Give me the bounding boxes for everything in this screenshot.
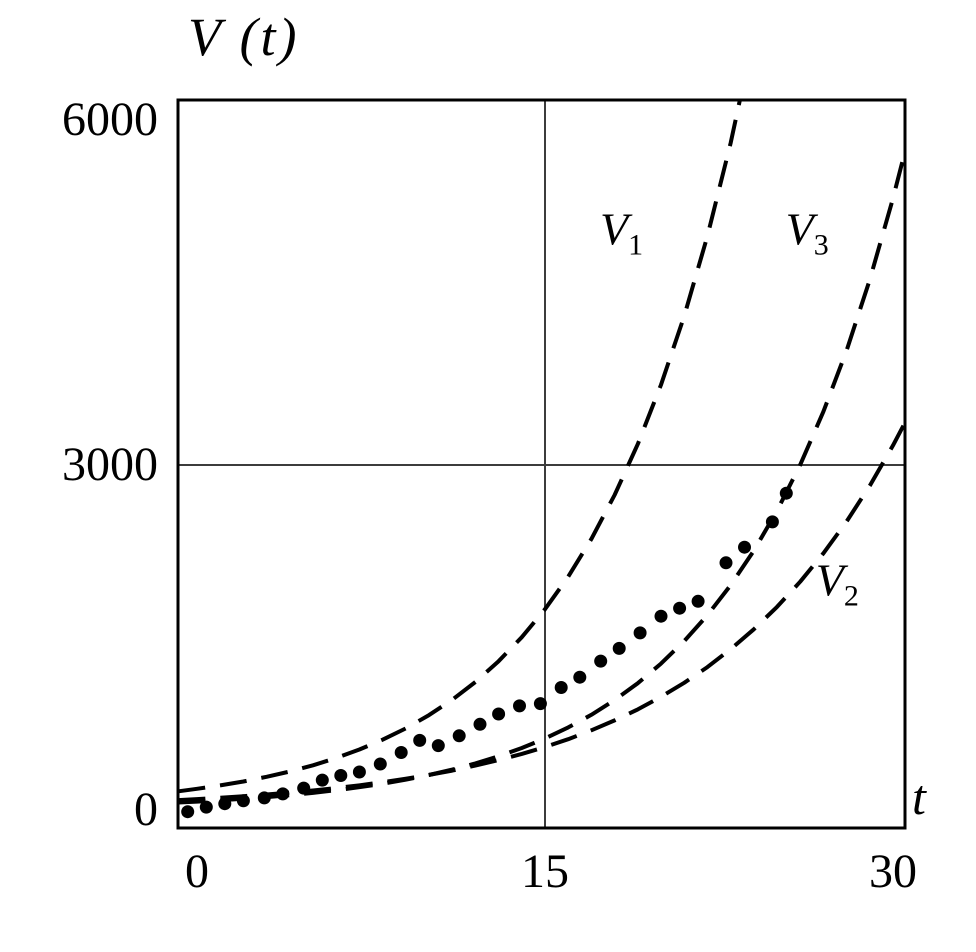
curve-label-v1-sub: 1 [628,228,644,262]
curve-label-v2: V2 [815,554,859,612]
x-tick-label-30: 30 [869,845,917,898]
curve-label-v1-base: V [599,203,629,255]
y-axis-title: V (t) [188,7,300,67]
curve-label-v1: V1 [599,203,643,261]
curve-label-v2-sub: 2 [843,579,859,613]
curve-label-v2-base: V [815,554,844,606]
curve-label-v3-base: V [785,203,814,255]
x-tick-label-15: 15 [521,845,569,898]
y-tick-label-6000: 6000 [62,93,158,146]
curve-label-v3-sub: 3 [813,228,829,262]
x-tick-label-0: 0 [185,845,209,898]
y-tick-label-3000: 3000 [62,438,158,491]
curve-label-v3: V3 [785,203,829,261]
x-axis-title: t [912,769,926,825]
y-tick-label-0: 0 [134,783,158,836]
